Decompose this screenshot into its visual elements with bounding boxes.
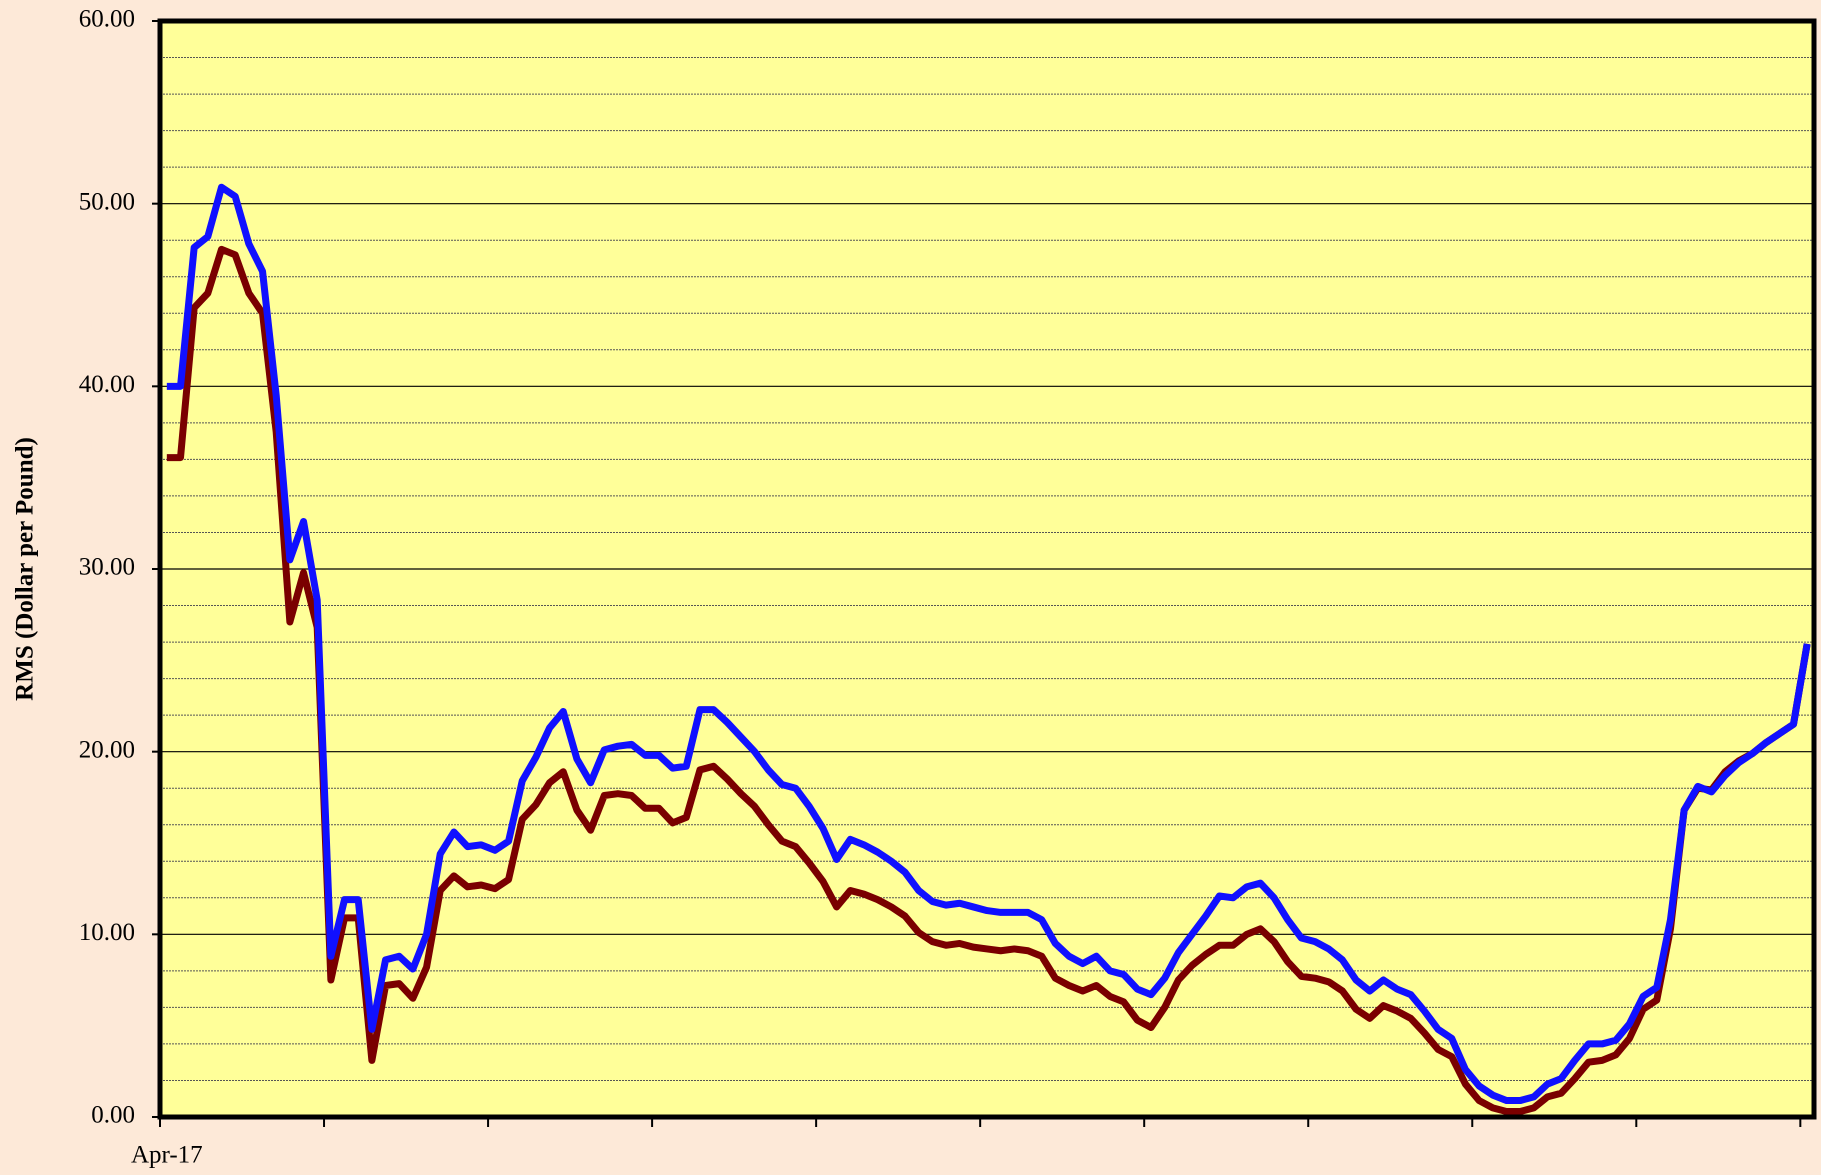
y-tick-label: 20.00 (79, 736, 135, 763)
y-tick-label: 60.00 (79, 6, 135, 33)
y-tick-label: 0.00 (91, 1102, 135, 1129)
y-tick-label: 40.00 (79, 371, 135, 398)
y-tick-label: 50.00 (79, 188, 135, 215)
series-line (166, 245, 1811, 1116)
series-line (166, 183, 1811, 1105)
y-tick-label: 10.00 (79, 919, 135, 946)
x-tick-label: Apr-17 (131, 1142, 203, 1169)
y-tick-label: 30.00 (79, 554, 135, 581)
y-axis-label: RMS (Dollar per Pound) (12, 437, 39, 701)
plot-border (157, 18, 1817, 1120)
